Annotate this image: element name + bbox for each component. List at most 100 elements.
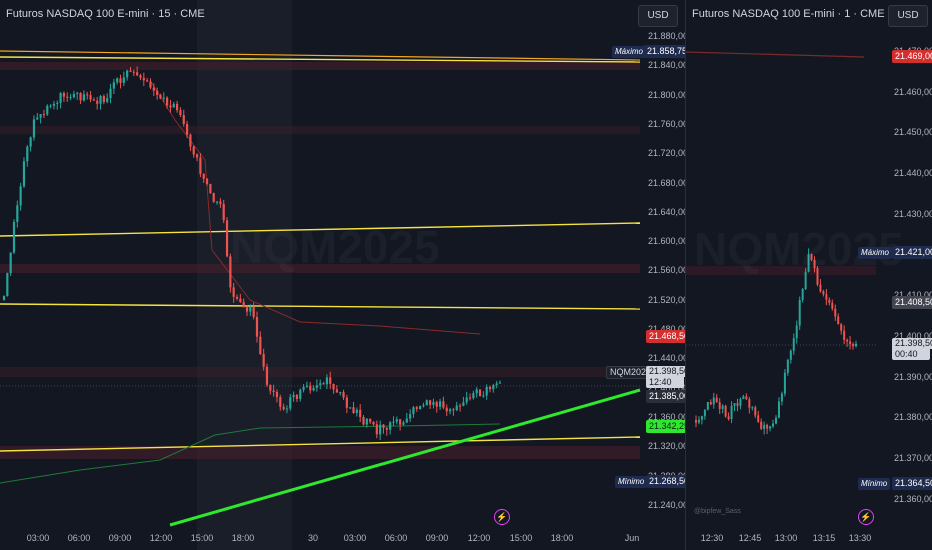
yellow-line-top[interactable] xyxy=(0,56,641,63)
candle-body xyxy=(315,385,319,388)
candle-body xyxy=(305,385,309,387)
candle-body xyxy=(359,409,362,418)
price-tick-label: 21.360,00 xyxy=(894,493,932,504)
candle-body xyxy=(26,146,29,162)
candle-body xyxy=(706,402,709,410)
low-value-tag: 21.268,50 xyxy=(646,475,685,488)
candle-body xyxy=(828,299,831,303)
candle-body xyxy=(162,97,165,99)
candle-body xyxy=(219,201,222,204)
yellow-line-low[interactable] xyxy=(0,303,641,310)
candle-body xyxy=(239,298,242,303)
currency-button[interactable]: USD xyxy=(638,5,678,27)
candle-body xyxy=(438,401,442,407)
candle-body xyxy=(798,299,801,326)
candle-body xyxy=(816,268,819,285)
price-tick-label: 21.390,00 xyxy=(894,371,932,382)
candle-body xyxy=(12,221,16,253)
candle-body xyxy=(789,350,792,360)
candle-body xyxy=(419,406,422,409)
candle-body xyxy=(739,398,742,406)
candle-body xyxy=(42,114,46,116)
candle-body xyxy=(843,330,846,340)
candle-body xyxy=(242,302,245,308)
candle-body xyxy=(319,383,322,386)
candle-body xyxy=(22,161,26,187)
candle-body xyxy=(232,287,235,297)
candle-body xyxy=(252,306,255,317)
candle-body xyxy=(442,401,445,408)
lightning-icon[interactable]: ⚡ xyxy=(858,509,874,525)
currency-button[interactable]: USD xyxy=(888,5,928,27)
support-zone xyxy=(0,446,640,459)
candle-body xyxy=(757,415,760,422)
price-tick-label: 21.460,00 xyxy=(894,86,932,97)
candle-body xyxy=(299,389,302,400)
right-chart-canvas[interactable] xyxy=(686,0,932,550)
candle-body xyxy=(733,403,736,406)
author-watermark: @bipfew_Sass xyxy=(694,508,741,515)
pane-divider[interactable] xyxy=(685,0,686,550)
candle-body xyxy=(72,93,76,98)
candle-body xyxy=(780,393,783,402)
lightning-icon[interactable]: ⚡ xyxy=(494,509,510,525)
candle-body xyxy=(783,372,786,394)
resistance-zone xyxy=(0,264,640,273)
candle-body xyxy=(379,424,382,435)
candle-body xyxy=(695,420,697,423)
time-tick-label: 13:15 xyxy=(812,533,836,543)
time-tick-label: 09:00 xyxy=(425,533,449,543)
green-trendline[interactable] xyxy=(169,388,641,527)
right-chart-pane[interactable]: NQM2025 Futuros NASDAQ 100 E-mini · 1 · … xyxy=(686,0,932,550)
candle-body xyxy=(349,407,352,409)
candle-body xyxy=(492,385,495,390)
candle-body xyxy=(59,93,62,103)
candle-body xyxy=(485,386,488,396)
candle-body xyxy=(302,386,305,390)
candle-body xyxy=(425,400,428,406)
time-tick-label: 09:00 xyxy=(108,533,132,543)
price-tick-label: 21.520,00 xyxy=(648,294,685,305)
candle-body xyxy=(766,424,769,429)
candle-body xyxy=(736,403,739,406)
candle-body xyxy=(279,397,282,407)
candle-body xyxy=(295,394,299,400)
left-chart-canvas[interactable] xyxy=(0,0,685,550)
candle-body xyxy=(742,396,745,399)
candle-body xyxy=(106,98,109,102)
candle-body xyxy=(465,397,468,403)
candle-body xyxy=(92,99,95,101)
candlestick-series[interactable] xyxy=(2,66,502,441)
candle-body xyxy=(409,414,412,419)
candle-body xyxy=(804,271,807,289)
candle-body xyxy=(262,353,265,367)
candle-body xyxy=(209,184,212,193)
orange-trendline[interactable] xyxy=(0,50,641,61)
yellow-line-mid[interactable] xyxy=(0,222,641,237)
chart-title: Futuros NASDAQ 100 E-mini · 15 · CME xyxy=(6,8,205,20)
left-chart-pane[interactable]: NQM2025 Futuros NASDAQ 100 E-mini · 15 ·… xyxy=(0,0,685,550)
candle-body xyxy=(32,119,36,138)
candle-body xyxy=(122,77,125,83)
candle-body xyxy=(275,392,279,398)
candle-body xyxy=(345,397,348,408)
candle-body xyxy=(192,146,195,155)
candle-body xyxy=(99,95,102,104)
candle-body xyxy=(126,70,129,78)
time-tick-label: 12:00 xyxy=(149,533,173,543)
candle-body xyxy=(146,80,149,82)
candle-body xyxy=(112,82,115,89)
candle-body xyxy=(478,389,482,397)
candle-body xyxy=(16,205,19,222)
candle-body xyxy=(375,424,378,435)
candle-body xyxy=(772,423,775,427)
candle-body xyxy=(156,90,159,95)
price-tick-label: 21.320,00 xyxy=(648,441,685,452)
candle-body xyxy=(432,402,435,405)
low-label: Mínimo xyxy=(615,476,648,488)
candle-body xyxy=(339,392,342,394)
yellow-line-bottom[interactable] xyxy=(0,436,641,452)
candle-body xyxy=(813,259,816,269)
candle-body xyxy=(801,288,804,300)
candlestick-series[interactable] xyxy=(695,248,857,435)
